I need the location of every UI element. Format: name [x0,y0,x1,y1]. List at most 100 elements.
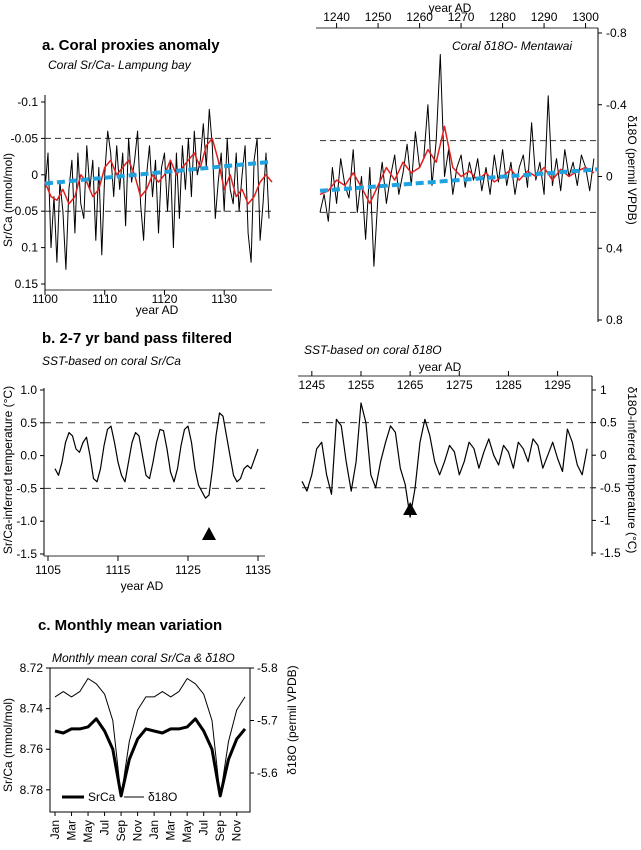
b1-event-triangle-marker [202,527,216,540]
b2-xtick-label: 1295 [544,378,571,392]
b2-ytick-label: 1 [600,383,607,397]
c-ytick-label-right: -5.7 [257,714,278,728]
panel-a2-xlabel: year AD [429,1,472,15]
c-ytick-label-right: -5.8 [257,661,278,675]
c-xtick-label: Jul [197,820,211,835]
b1-ytick-label: 1.0 [20,383,37,397]
a1-xtick-label: 1120 [152,292,178,306]
c-xtick-label: Nov [230,820,244,841]
a2-xtick-label: 1250 [365,10,392,24]
b1-ytick-label: -1.0 [16,514,37,528]
b1-ytick-label: 0.0 [20,449,37,463]
a1-ytick-label: -0.1 [17,95,38,109]
c-xtick-label: Jan [48,820,62,839]
b1-ytick-label: -0.5 [16,481,37,495]
c-legend-d18o-label: δ18O [148,790,177,804]
a1-xtick-label: 1110 [92,292,117,306]
b1-xtick-label: 1105 [35,563,61,577]
c-srca-line [54,717,247,798]
c-xtick-label: Nov [131,820,145,841]
b2-ytick-label: 0 [600,448,607,462]
c-xtick-label: May [180,820,194,843]
panel-b1-ylabel: Sr/Ca-inferred temperature (°C) [1,386,15,554]
c-xtick-label: Mar [65,820,79,841]
a2-ytick-label: 0 [606,170,613,184]
b2-ytick-label: -1.5 [600,546,621,560]
a2-xtick-label: 1280 [489,10,516,24]
a2-d18o-monthly-line [319,54,595,267]
a2-xtick-label: 1290 [531,10,558,24]
a1-sr-ca-monthly-line [44,108,270,270]
a1-ytick-label: 0 [31,168,38,182]
a1-ytick-label: 0.15 [15,277,39,291]
panel-a2-subtitle: Coral δ18O- Mentawai [452,39,572,53]
c-ytick-label-left: 8.76 [20,742,44,756]
panel-b-title: b. 2-7 yr band pass filtered [42,330,232,347]
b1-xtick-label: 1115 [106,563,131,577]
panel-c-subtitle: Monthly mean coral Sr/Ca & δ18O [52,651,235,665]
a1-sr-ca-trend-line [44,159,273,186]
a2-xtick-label: 1270 [448,10,475,24]
b1-ytick-label: -1.5 [16,547,37,561]
b1-xtick-label: 1135 [245,563,271,577]
a2-xtick-label: 1300 [572,10,599,24]
panel-a1-subtitle: Coral Sr/Ca- Lampung bay [48,58,192,72]
b2-xtick-label: 1245 [298,378,325,392]
c-ytick-label-left: 8.72 [20,661,44,675]
a1-ytick-label: 0.1 [21,241,38,255]
b1-xtick-label: 1125 [175,563,201,577]
b1-filtered-sst-line [54,412,259,499]
b2-filtered-sst-line [301,402,588,518]
panel-a1-xlabel: year AD [136,303,179,317]
b2-xtick-label: 1275 [446,378,473,392]
b2-xtick-label: 1285 [495,378,522,392]
panel-a2-plot: 1240 1250 1260 1270 1280 1290 1300 -0.8 -0.4 0 0.4… [316,10,627,327]
a2-xtick-label: 1240 [323,10,350,24]
panel-c-ylabel-left: Sr/Ca (mmol/mol) [1,698,15,792]
a1-ytick-label: -0.05 [11,131,39,145]
b2-xtick-label: 1255 [348,378,375,392]
panel-a1-ylabel: Sr/Ca (mmol/mol) [1,153,15,247]
a2-ytick-label: 0.4 [606,241,623,255]
c-ytick-label-left: 8.74 [20,702,44,716]
b2-ytick-label: -0.5 [600,481,621,495]
b1-ytick-label: 0.5 [20,416,37,430]
panel-c-ylabel-right: δ18O (permil VPDB) [285,665,299,774]
c-xtick-label: Sep [213,820,227,842]
panel-a2-ylabel: δ18O (permil VPDB) [625,115,639,224]
c-ytick-label-left: 8.78 [20,783,44,797]
a1-xtick-label: 1100 [32,292,58,306]
panel-c-title: c. Monthly mean variation [38,617,222,634]
b2-event-triangle-marker [403,502,418,515]
panel-b2-plot: 1245 1255 1265 1275 1285 1295 1 0.5 0 -0.5 -1 -1.5 [298,371,621,560]
a1-xtick-label: 1130 [211,292,237,306]
a2-ytick-label: -0.8 [606,26,627,40]
panel-b1-xlabel: year AD [121,579,164,593]
panel-b1-subtitle: SST-based on coral Sr/Ca [42,354,181,368]
b2-xtick-label: 1265 [397,378,424,392]
panel-b2-ylabel: δ18O-inferred temperature (°C) [625,387,639,554]
a2-d18o-trend-line [319,167,599,193]
c-ytick-label-right: -5.6 [257,766,278,780]
b2-ytick-label: 0.5 [600,416,617,430]
c-xtick-label: Jul [98,820,112,835]
c-plot-frame [49,667,251,813]
a2-ytick-label: -0.4 [606,98,627,112]
c-xtick-label: Jan [147,820,161,839]
panel-b2-subtitle: SST-based on coral δ18O [304,343,442,357]
c-xtick-label: Mar [164,820,178,841]
a2-ytick-label: 0.8 [606,313,623,327]
a1-ytick-label: 0.05 [15,204,39,218]
panel-b1-plot: 1.0 0.5 0.0 -0.5 -1.0 -1.5 1105 1115 1125 1135 [16,383,271,577]
a2-d18o-smoothed-line [319,125,595,205]
c-xtick-label: May [81,820,95,843]
c-d18o-line [54,678,246,798]
a1-sr-ca-smoothed-line [44,137,273,205]
c-legend-srca-label: SrCa [88,790,116,804]
panel-a-title: a. Coral proxies anomaly [42,37,220,54]
b2-ytick-label: -1 [600,513,611,527]
a2-xtick-label: 1260 [406,10,433,24]
